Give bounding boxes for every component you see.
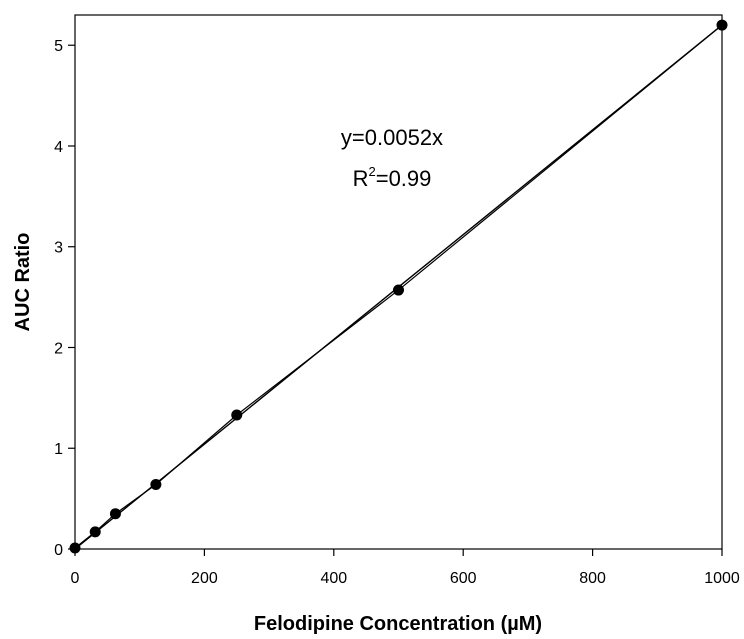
y-tick-label: 2: [54, 340, 63, 357]
data-point: [716, 19, 728, 31]
r2-prefix: R: [353, 166, 369, 191]
y-tick-label: 4: [54, 139, 63, 156]
equation-label: y=0.0052x: [341, 125, 443, 150]
x-tick-label: 200: [191, 570, 218, 587]
y-tick-label: 1: [54, 441, 63, 458]
y-tick-label: 0: [54, 542, 63, 559]
x-tick-label: 400: [320, 570, 347, 587]
x-tick-label: 0: [71, 570, 80, 587]
y-tick-label: 3: [54, 240, 63, 257]
data-layer: [69, 19, 728, 554]
x-axis-title: Felodipine Concentration (µM): [254, 613, 542, 635]
x-tick-label: 600: [450, 570, 477, 587]
x-tick-label: 1000: [704, 570, 740, 587]
ticks-layer: 0 200 400 600 800 1000 0 1 2 3 4 5: [54, 38, 740, 587]
data-point: [89, 526, 101, 538]
x-tick-label: 800: [579, 570, 606, 587]
data-point: [231, 409, 243, 421]
data-point: [393, 284, 404, 296]
r2-value: =0.99: [376, 166, 432, 191]
fit-annotation: y=0.0052x R2=0.99: [341, 125, 443, 191]
y-axis-title: AUC Ratio: [12, 233, 34, 332]
data-point: [150, 479, 162, 491]
r2-superscript: 2: [368, 164, 375, 179]
plot-frame: [74, 14, 723, 550]
y-tick-label: 5: [54, 38, 63, 55]
data-point: [69, 542, 81, 554]
r2-label: R2=0.99: [353, 164, 432, 191]
data-point: [109, 508, 121, 520]
